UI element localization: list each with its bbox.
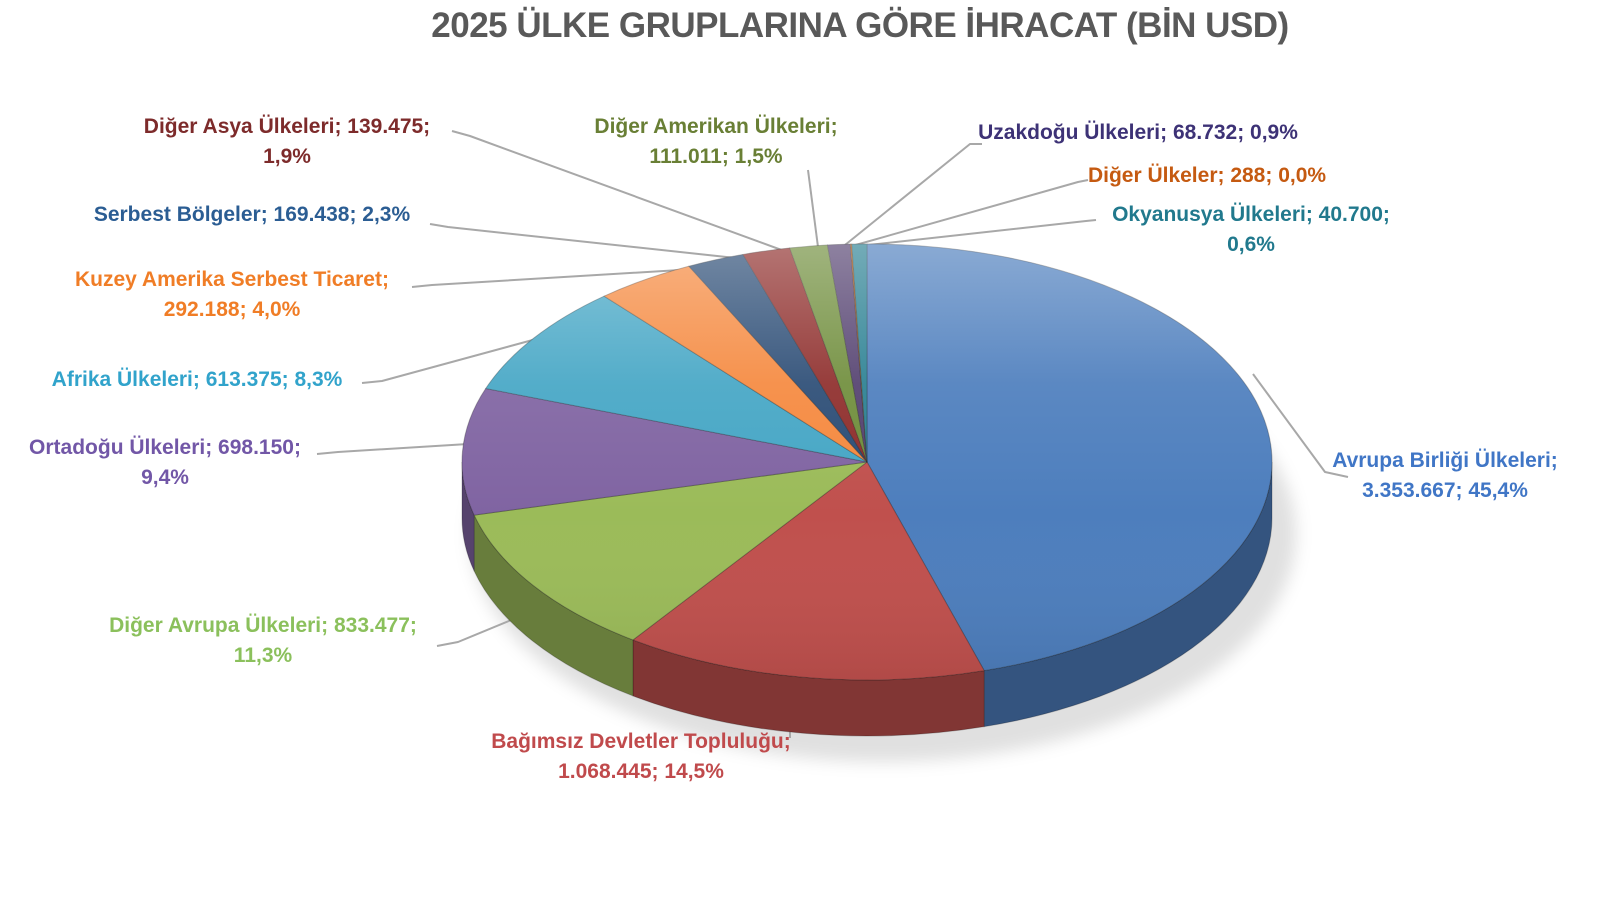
slice-label-line: 1.068.445; 14,5%	[558, 760, 724, 783]
slice-label-line: 9,4%	[141, 466, 189, 489]
slice-label: Serbest Bölgeler; 169.438; 2,3%	[77, 200, 427, 230]
slice-label-line: Diğer Asya Ülkeleri; 139.475;	[143, 115, 431, 138]
slice-label-line: 111.011; 1,5%	[649, 145, 783, 168]
leader-line	[851, 179, 1089, 247]
slice-label-line: Serbest Bölgeler; 169.438; 2,3%	[93, 203, 411, 226]
slice-label: Bağımsız Devletler Topluluğu; 1.068.445; …	[466, 727, 816, 787]
slice-label: Diğer Asya Ülkeleri; 139.475; 1,9%	[117, 112, 457, 172]
slice-label-line: Diğer Ülkeler; 288; 0,0%	[1087, 164, 1327, 187]
slice-label: Kuzey Amerika Serbest Ticaret; 292.188; 4…	[52, 265, 412, 325]
chart-title: 2025 ÜLKE GRUPLARINA GÖRE İHRACAT (BİN U…	[431, 6, 1289, 45]
slice-label: Ortadoğu Ülkeleri; 698.150; 9,4%	[5, 433, 325, 493]
slice-label-line: 0,6%	[1227, 233, 1275, 256]
leader-line	[859, 219, 1097, 247]
slice-label-line: Bağımsız Devletler Topluluğu;	[491, 730, 791, 753]
slice-label: Diğer Amerikan Ülkeleri; 111.011; 1,5%	[571, 112, 861, 172]
slice-label-line: 11,3%	[233, 644, 293, 667]
slice-label: Uzakdoğu Ülkeleri; 68.732; 0,9%	[968, 118, 1308, 148]
slice-label: Avrupa Birliği Ülkeleri; 3.353.667; 45,4%	[1300, 446, 1590, 506]
slice-label-line: Kuzey Amerika Serbest Ticaret;	[75, 268, 389, 291]
leader-line	[807, 169, 819, 248]
leader-line	[429, 223, 746, 260]
leader-line	[451, 130, 788, 253]
slice-label-line: Diğer Avrupa Ülkeleri; 833.477;	[109, 614, 417, 637]
leader-line	[1252, 373, 1349, 478]
slice-label-line: Afrika Ülkeleri; 613.375; 8,3%	[51, 368, 343, 391]
slice-label: Afrika Ülkeleri; 613.375; 8,3%	[32, 365, 362, 395]
slice-label-line: 1,9%	[263, 145, 311, 168]
slice-label-line: Okyanusya Ülkeleri; 40.700;	[1112, 203, 1390, 226]
slice-label-line: 3.353.667; 45,4%	[1362, 479, 1528, 502]
slice-label: Diğer Ülkeler; 288; 0,0%	[1077, 161, 1337, 191]
leader-line	[316, 443, 469, 455]
slice-label-line: Diğer Amerikan Ülkeleri;	[594, 115, 838, 138]
slice-label-line: 292.188; 4,0%	[163, 298, 301, 321]
slice-label-line: Avrupa Birliği Ülkeleri;	[1332, 449, 1558, 472]
slice-label: Okyanusya Ülkeleri; 40.700; 0,6%	[1091, 200, 1411, 260]
slice-label: Diğer Avrupa Ülkeleri; 833.477; 11,3%	[83, 611, 443, 671]
slice-label-line: Ortadoğu Ülkeleri; 698.150;	[29, 436, 301, 459]
leader-line	[844, 143, 982, 246]
slice-label-line: Uzakdoğu Ülkeleri; 68.732; 0,9%	[978, 121, 1298, 144]
